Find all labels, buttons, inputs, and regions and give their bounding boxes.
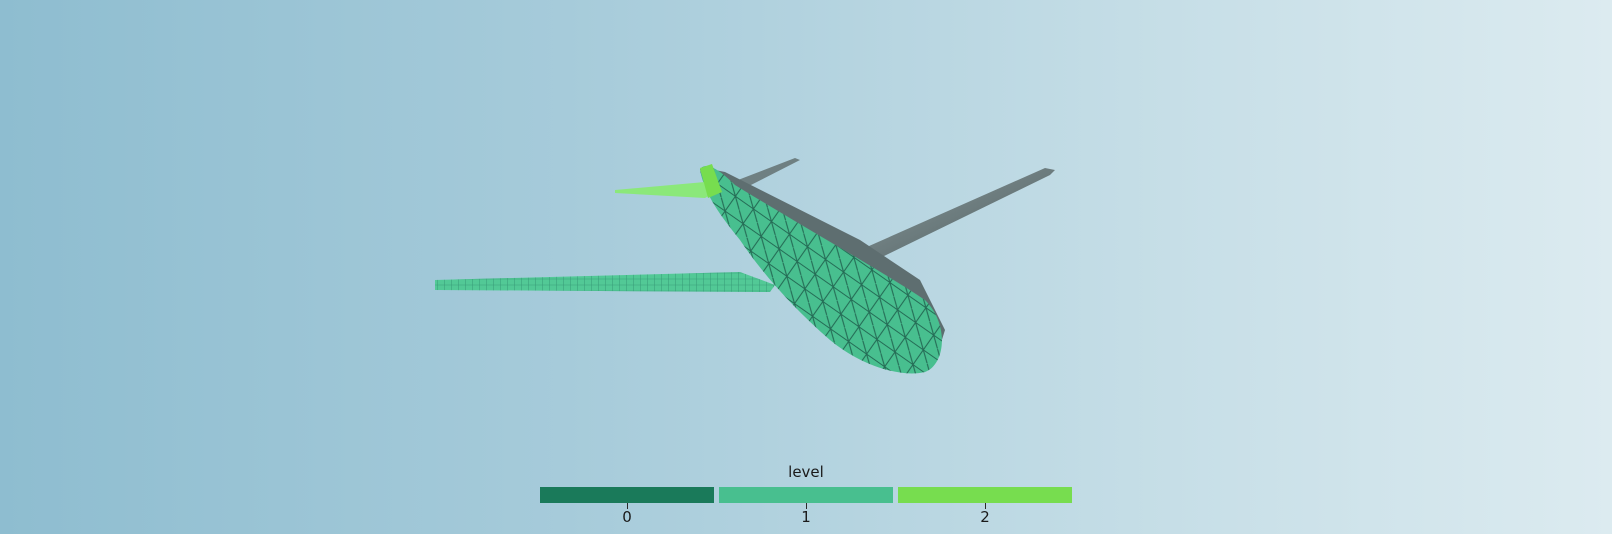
colorbar-swatch-0: 0 — [540, 487, 714, 526]
colorbar-title: level — [788, 463, 824, 481]
tail-tip — [700, 164, 722, 198]
right-wing — [860, 168, 1055, 258]
colorbar-tick-label: 1 — [801, 508, 811, 526]
colorbar-swatch-2: 2 — [898, 487, 1072, 526]
tail-fin — [615, 168, 718, 198]
colorbar-tick-label: 0 — [622, 508, 632, 526]
colorbar: 0 1 2 — [540, 487, 1072, 526]
rear-stabilizer — [738, 158, 800, 188]
colorbar-swatch-1: 1 — [719, 487, 893, 526]
colorbar-tick-label: 2 — [980, 508, 990, 526]
colorbar-tick — [806, 503, 807, 509]
colorbar-tick — [627, 503, 628, 509]
colorbar-tick — [985, 503, 986, 509]
